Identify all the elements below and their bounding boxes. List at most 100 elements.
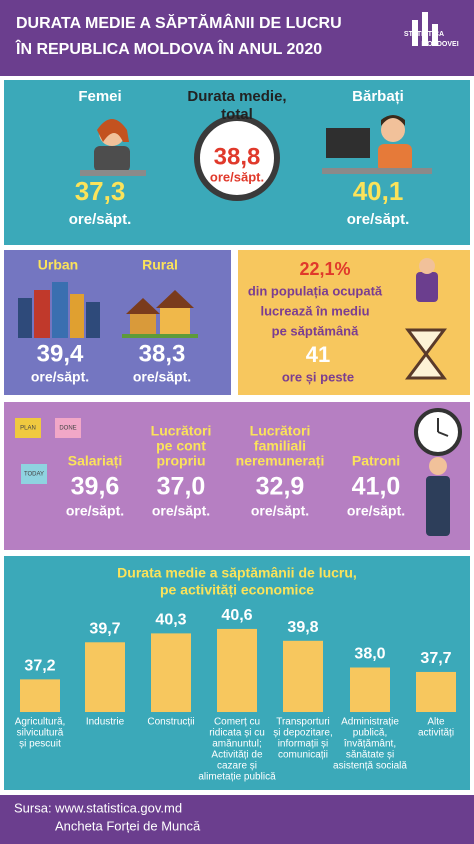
x-tick-label: Construcții [147,717,194,728]
header-band [0,0,474,76]
patron-body [426,476,450,536]
man-head [419,258,435,274]
status-value: 32,9 [256,473,305,501]
value-label: 40,6 [221,607,252,624]
x-tick-label: Alte [427,717,445,728]
status-unit: ore/săpt. [152,503,210,519]
status-label: Patroni [352,453,400,469]
x-tick-label: învățământ, [343,739,396,750]
building [70,294,84,338]
building [34,290,50,338]
status-value: 41,0 [352,473,401,501]
clock [194,115,280,201]
chart-title: Durata medie a săptămânii de lucru, [117,565,357,581]
sticky-note [55,418,81,438]
patron-head [429,457,447,475]
status-label: pe cont [156,438,206,454]
man-head [381,118,405,142]
man-hair [381,115,405,126]
gender-value: 37,3 [75,176,126,206]
total-unit: ore/săpt. [210,169,264,184]
building [52,282,68,338]
desk [322,168,432,174]
x-tick-label: Agricultură, [15,717,66,728]
x-tick-label: și depozitare, [273,728,332,739]
x-tick-label: ridicata și cu [209,728,265,739]
x-tick-label: Industrie [86,717,125,728]
gender-value: 40,1 [353,176,404,206]
x-tick-label: comunicații [278,750,328,761]
gender-label: total [221,106,253,123]
status-label: familiali [254,438,306,454]
logo-text: MOLDOVEI [421,41,458,48]
x-tick-label: silvicultură [17,728,64,739]
status-label: Salariați [68,453,122,469]
sticky-note [21,464,47,484]
share-text: lucrează în mediu [260,303,369,318]
value-label: 39,8 [287,619,318,636]
area-label: Rural [142,257,178,273]
status-label: Lucrători [151,423,212,439]
roof [126,298,160,314]
x-tick-label: Comerț cu [214,717,260,728]
clock-hand [437,431,449,437]
man-figure [416,272,438,302]
status-label: propriu [157,453,206,469]
gender-unit: ore/săpt. [69,211,132,228]
sticky-note [15,418,41,438]
total-value: 38,8 [214,143,261,170]
status-unit: ore/săpt. [251,503,309,519]
note-text: DONE [59,426,76,432]
gender-label: Durata medie, [187,88,286,105]
source-text: Sursa: www.statistica.gov.md [14,800,182,815]
value-label: 38,0 [354,646,385,663]
logo-bar [432,24,438,46]
value-label: 40,3 [155,612,186,629]
note-text: PLAN [20,426,36,432]
x-tick-label: Administrație [341,717,399,728]
x-tick-label: alimetație publică [198,772,276,783]
area-value: 38,3 [139,340,186,367]
gender-label: Femei [78,88,121,105]
x-tick-label: amănuntul; [212,739,261,750]
share-text: din populația ocupată [248,283,383,298]
monitor [326,128,370,158]
share-text: pe săptămână [272,323,359,338]
bar [416,671,456,712]
grass [122,334,198,338]
logo-text: STATISTICA [404,31,444,38]
desk [80,170,146,176]
x-tick-label: cazare și [217,761,257,772]
status-value: 39,6 [71,473,120,501]
value-label: 37,2 [24,658,55,675]
x-tick-label: publică, [353,728,387,739]
value-label: 37,7 [420,650,451,667]
status-panel [4,402,470,550]
x-tick-label: activități [418,728,454,739]
title-line: DURATA MEDIE A SĂPTĂMÂNII DE LUCRU [16,13,342,32]
bar [283,640,323,712]
bar [151,633,191,712]
x-tick-label: informații și [278,739,329,750]
woman-hair [97,119,129,142]
status-label: neremunerați [236,453,325,469]
gender-label: Bărbați [352,88,404,105]
gender-unit: ore/săpt. [347,211,410,228]
title-line: ÎN REPUBLICA MOLDOVA ÎN ANUL 2020 [15,39,322,58]
roof [156,290,194,308]
bar [85,642,125,712]
house [130,312,156,334]
share-value: 22,1% [299,259,350,279]
status-unit: ore/săpt. [347,503,405,519]
logo-bar [422,12,428,46]
building [86,302,100,338]
hourglass [405,328,447,380]
x-tick-label: asistență socială [333,761,407,772]
x-tick-label: și pescuit [19,739,61,750]
status-value: 37,0 [157,473,206,501]
footer-band [0,795,474,844]
x-tick-label: sănătate și [346,750,394,761]
area-unit: ore/săpt. [31,369,89,385]
